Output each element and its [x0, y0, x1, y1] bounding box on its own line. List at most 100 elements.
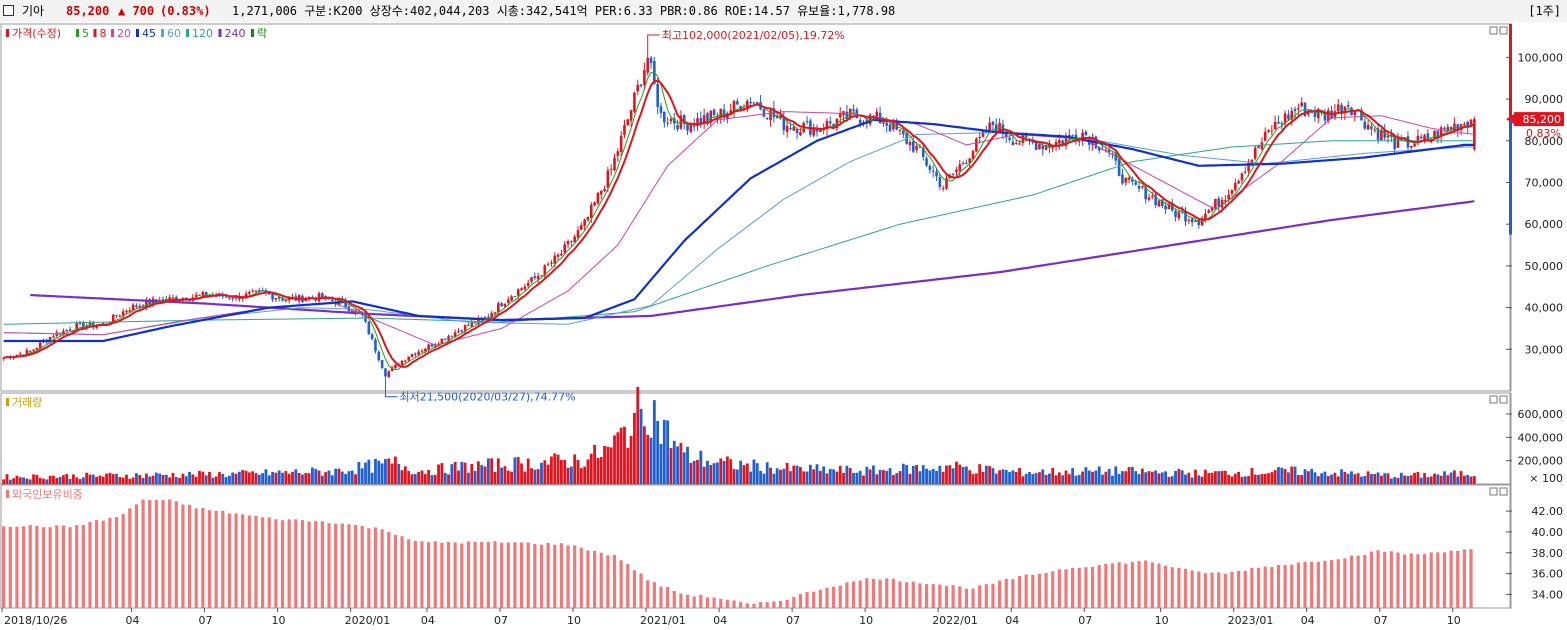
foreign-bar — [68, 527, 72, 608]
ma8-line — [3, 79, 1475, 368]
candle-body — [125, 310, 128, 312]
candle-body — [1190, 218, 1194, 223]
volume-bar — [689, 462, 693, 484]
foreign-bar — [898, 581, 902, 608]
stock-chart[interactable]: 2018/10/26 04 07 10 2020/01 04 07 10 2021/01 04 07… — [0, 22, 1567, 630]
foreign-bar — [373, 527, 378, 608]
candle-body — [789, 128, 792, 130]
foreign-bar — [1017, 576, 1022, 608]
foreign-bar — [885, 578, 889, 608]
volume-bar — [68, 478, 72, 484]
candle-body — [606, 170, 610, 188]
candle-body — [1210, 207, 1214, 211]
candle-body — [380, 359, 384, 369]
volume-bar — [1064, 470, 1068, 484]
volume-bar — [1011, 470, 1015, 484]
candle-body — [530, 277, 533, 282]
period-selector[interactable]: [1주] — [1528, 4, 1561, 18]
volume-bar — [1376, 472, 1380, 484]
volume-bar — [875, 474, 879, 484]
volume-bar — [533, 469, 537, 484]
volume-bar — [148, 476, 152, 484]
foreign-bar — [659, 586, 663, 608]
volume-bar — [327, 470, 331, 484]
candle-body — [1117, 158, 1121, 176]
candle-body — [1366, 124, 1370, 130]
volume-bar — [662, 419, 666, 484]
foreign-bar — [1296, 562, 1300, 608]
candle-body — [257, 290, 261, 292]
foreign-bar — [75, 525, 79, 608]
volume-bar — [1389, 478, 1393, 484]
candle-body — [666, 122, 669, 124]
y-tick-label: 60,000 — [1525, 218, 1564, 231]
candle-body — [1008, 137, 1011, 140]
candle-body — [583, 219, 586, 226]
candle-body — [437, 344, 440, 346]
volume-bar — [337, 468, 341, 484]
candle-body — [795, 129, 799, 134]
candle-body — [1313, 111, 1317, 118]
x-tick-label: 10 — [272, 614, 286, 627]
volume-bar — [563, 459, 567, 484]
volume-bar — [251, 471, 255, 484]
volume-bar — [71, 474, 75, 484]
volume-legend: 거래량 — [6, 396, 42, 409]
candle-body — [1011, 141, 1015, 146]
legend-marker — [93, 29, 97, 37]
volume-bar — [1200, 476, 1204, 484]
volume-bar — [775, 468, 779, 484]
high-annotation: 최고102,000(2021/02/05),19.72% — [647, 29, 845, 50]
volume-bar — [623, 426, 626, 484]
foreign-bar — [1124, 563, 1128, 608]
candle-body — [443, 339, 447, 341]
price-change: ▲ 700 — [118, 4, 155, 18]
volume-bar — [526, 458, 530, 484]
candle-body — [1346, 105, 1350, 107]
candle-body — [699, 117, 703, 125]
candle-body — [204, 291, 208, 297]
volume-bar — [1383, 473, 1387, 484]
candle-body — [536, 275, 540, 280]
foreign-bar — [114, 517, 119, 608]
candle-body — [138, 306, 142, 308]
panel-minimize-icon — [1489, 26, 1498, 35]
volume-bar — [1313, 472, 1317, 484]
candle-body — [1267, 130, 1270, 133]
candle-body — [769, 110, 772, 121]
volume-bar — [1107, 468, 1111, 484]
volume-bar — [204, 475, 208, 484]
x-tick-label: 07 — [494, 614, 508, 627]
volume-bar — [457, 470, 460, 484]
volume-bar — [350, 470, 354, 484]
y-tick-label: 30,000 — [1525, 343, 1564, 356]
candle-body — [490, 313, 493, 318]
volume-bar — [234, 473, 238, 484]
volume-bar — [513, 457, 517, 484]
volume-bar — [901, 463, 905, 484]
candle-body — [975, 138, 978, 152]
foreign-bar — [1383, 551, 1387, 608]
volume-bar — [1071, 468, 1075, 484]
foreign-bar — [1449, 550, 1453, 608]
select-checkbox[interactable] — [3, 5, 14, 16]
volume-bar — [808, 464, 812, 484]
volume-bar — [311, 467, 314, 484]
volume-bar — [1223, 470, 1227, 484]
candle-body — [370, 334, 374, 339]
volume-bar — [706, 460, 709, 484]
foreign-bar — [832, 586, 836, 608]
volume-bar — [1207, 473, 1211, 484]
volume-bar — [125, 474, 128, 484]
volume-bar — [228, 475, 231, 484]
foreign-bar — [1310, 561, 1314, 608]
volume-bar — [400, 470, 404, 484]
foreign-bar — [745, 603, 749, 608]
volume-bar — [370, 472, 374, 484]
candle-body — [712, 109, 716, 115]
candle-body — [1111, 153, 1114, 155]
candle-body — [1380, 130, 1383, 140]
volume-bar — [1270, 472, 1274, 484]
volume-bar — [686, 446, 689, 484]
volume-bar — [971, 474, 975, 484]
